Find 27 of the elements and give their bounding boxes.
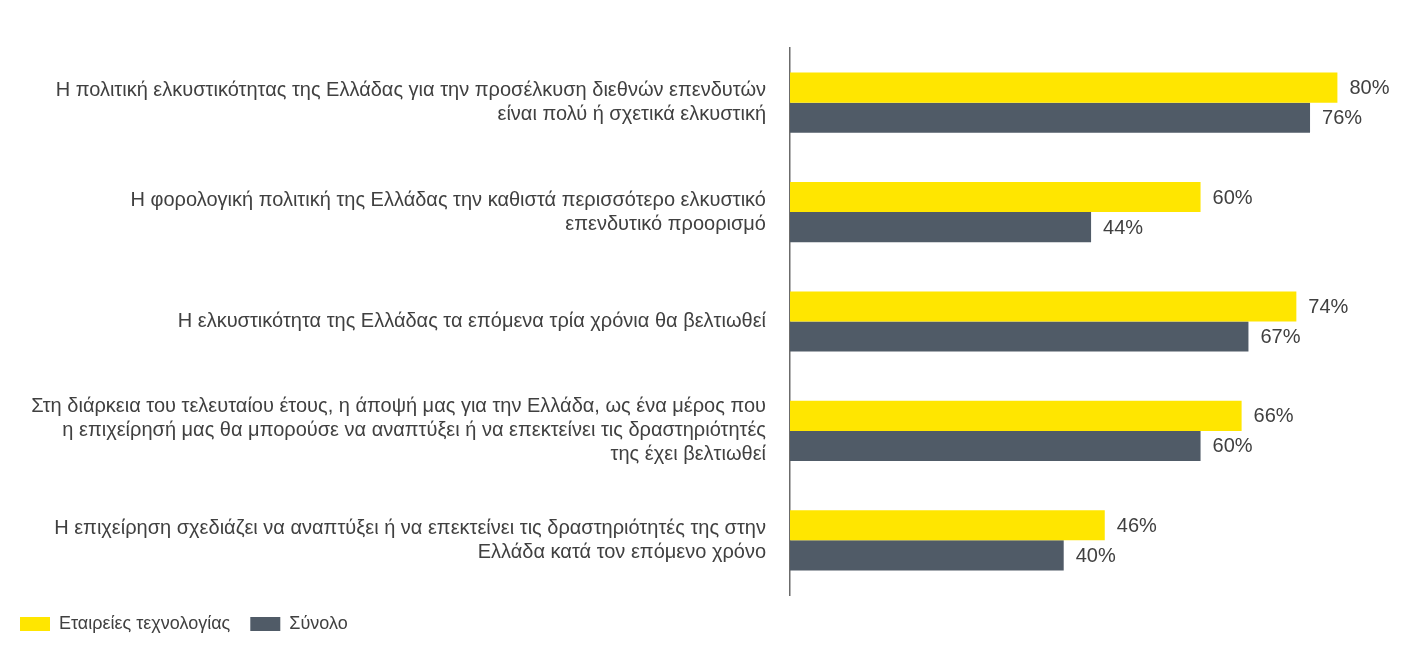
- bar: [790, 400, 1242, 431]
- bar: [790, 321, 1249, 352]
- bar: [790, 72, 1338, 103]
- bar: [790, 540, 1064, 571]
- data-label: 76%: [1322, 106, 1363, 129]
- data-label: 74%: [1308, 294, 1349, 317]
- y-tick-label: Η επιχείρηση σχεδιάζει να αναπτύξει ή να επεκτείνει τις δραστηριότητές της στην Ελλάδα κατά τον επόμενο χρόνο: [54, 515, 766, 562]
- bar: [790, 212, 1092, 243]
- legend-label: Εταιρείες τεχνολογίας: [59, 612, 231, 633]
- data-label: 60%: [1212, 434, 1253, 457]
- y-tick-label: Στη διάρκεια του τελευταίου έτους, η άποψή μας για την Ελλάδα, ως ένα μέρος που η επιχείρησή μας θα μπορούσε να αναπτύξει ή να επεκτείνει τις δραστηριότητές της έχει βελτιωθεί: [31, 394, 767, 465]
- data-label: 46%: [1116, 513, 1158, 536]
- y-tick-label: Η φορολογική πολιτική της Ελλάδας την καθιστά περισσότερο ελκυστικό επενδυτικό προορισμό: [130, 187, 766, 234]
- data-label: 60%: [1212, 185, 1253, 208]
- data-label: 67%: [1260, 325, 1301, 348]
- y-tick-label: Η πολιτική ελκυστικότητας της Ελλάδας για την προσέλκυση διεθνών επενδυτών είναι πολύ ή σχετικά ελκυστική: [55, 78, 766, 125]
- y-tick-label: Η ελκυστικότητα της Ελλάδας τα επόμενα τρία χρόνια θα βελτιωθεί: [177, 309, 767, 332]
- bar: [790, 102, 1311, 133]
- legend-label: Σύνολο: [289, 612, 348, 633]
- data-label: 80%: [1349, 76, 1390, 99]
- data-label: 40%: [1075, 543, 1116, 566]
- data-label: 66%: [1253, 404, 1294, 427]
- data-label: 44%: [1103, 215, 1144, 238]
- bar: [790, 182, 1201, 213]
- bar: [790, 510, 1105, 541]
- bar: [790, 291, 1297, 322]
- bar: [790, 430, 1201, 461]
